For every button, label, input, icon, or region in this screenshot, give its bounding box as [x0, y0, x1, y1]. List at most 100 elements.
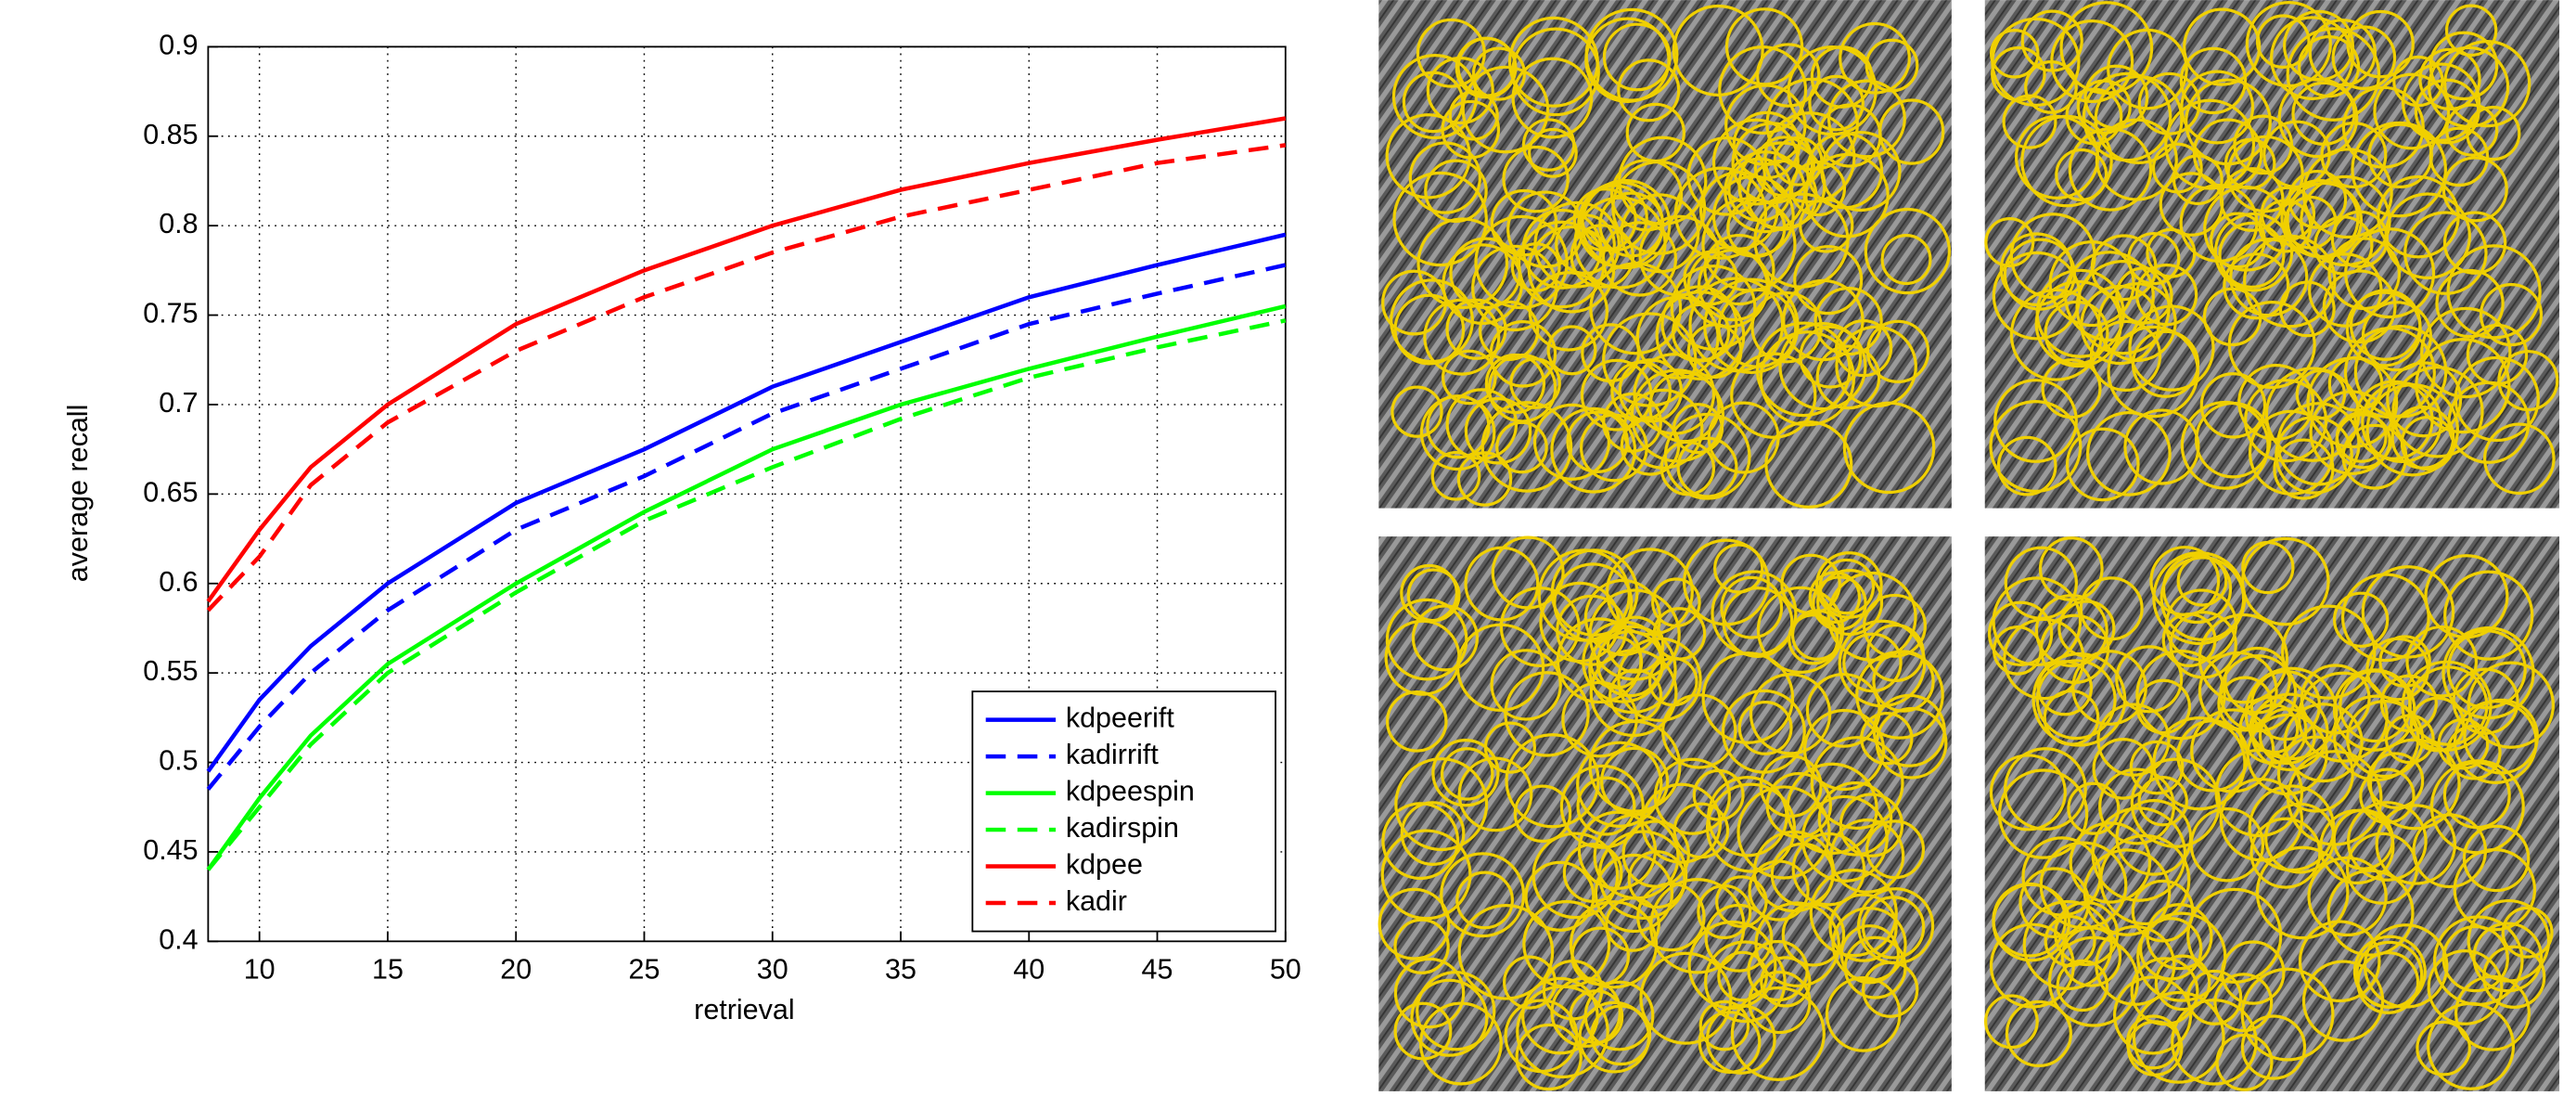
- x-tick-label: 30: [757, 954, 788, 986]
- keypoint-circle: [2277, 77, 2359, 159]
- keypoint-circle: [2472, 922, 2544, 993]
- keypoint-circle: [2096, 282, 2177, 363]
- keypoint-circle: [2260, 186, 2316, 242]
- keypoint-circle: [2454, 974, 2531, 1051]
- keypoint-circle: [1589, 649, 1678, 738]
- keypoint-circle: [1455, 870, 1514, 930]
- keypoint-circle: [1502, 145, 1570, 213]
- keypoint-circle: [1987, 600, 2054, 666]
- keypoint-circle: [1559, 764, 1645, 849]
- keypoint-circle: [1391, 385, 1443, 438]
- keypoint-circle: [2351, 121, 2448, 218]
- keypoint-circle: [2297, 671, 2389, 763]
- keypoint-circle: [1495, 420, 1548, 474]
- keypoint-circle: [2240, 967, 2335, 1062]
- keypoint-circle: [2447, 380, 2531, 464]
- keypoint-circle: [1440, 852, 1526, 938]
- keypoint-circle: [2249, 817, 2322, 889]
- keypoint-circle: [2210, 212, 2266, 269]
- keypoint-circle: [1997, 768, 2089, 859]
- keypoint-circle: [1756, 586, 1845, 675]
- keypoint-circle: [2082, 71, 2172, 162]
- keypoint-circle: [2123, 408, 2200, 485]
- keypoint-circle: [2420, 306, 2512, 399]
- keypoint-circle: [2332, 591, 2390, 648]
- keypoint-circle: [2373, 72, 2451, 150]
- keypoint-circle: [1581, 323, 1641, 383]
- x-tick-label: 10: [244, 954, 276, 986]
- keypoint-circle: [2199, 372, 2267, 439]
- keypoint-circle: [2221, 940, 2286, 1005]
- keypoint-circle: [1705, 782, 1797, 873]
- keypoint-circle: [1532, 403, 1611, 481]
- keypoint-circle: [2275, 416, 2353, 495]
- y-tick-label: 0.55: [143, 655, 198, 687]
- keypoint-circle: [1511, 27, 1600, 117]
- keypoint-circle: [2403, 211, 2488, 295]
- keypoint-circle: [2083, 64, 2149, 130]
- keypoint-circle: [1385, 113, 1471, 200]
- y-tick-label: 0.75: [143, 298, 198, 329]
- keypoint-circle: [2202, 287, 2262, 347]
- keypoint-circle: [2044, 915, 2096, 968]
- keypoint-circle: [1864, 207, 1952, 295]
- keypoint-circle: [1720, 575, 1784, 639]
- keypoint-circle: [1588, 625, 1677, 715]
- keypoint-circle: [2365, 382, 2459, 477]
- keypoint-circle: [1713, 543, 1764, 594]
- keypoint-circle: [2218, 221, 2286, 289]
- keypoint-circle: [1464, 546, 1540, 622]
- keypoint-circle: [2246, 713, 2328, 796]
- keypoint-circle: [2367, 122, 2433, 189]
- keypoint-circle: [1765, 771, 1832, 839]
- keypoint-circle: [1861, 896, 1926, 960]
- keypoint-circle: [1546, 325, 1597, 376]
- keypoint-circle: [1620, 416, 1681, 476]
- keypoint-circle: [1722, 587, 1794, 658]
- keypoint-circle: [2219, 167, 2285, 232]
- keypoint-circle: [2065, 427, 2140, 502]
- keypoint-circle: [1410, 978, 1489, 1057]
- keypoint-circle: [2183, 7, 2262, 86]
- keypoint-circle: [1763, 111, 1856, 204]
- keypoint-circle: [1701, 651, 1795, 744]
- keypoint-circle: [1440, 747, 1494, 801]
- keypoint-circle: [1799, 325, 1863, 389]
- keypoint-circle: [1504, 999, 1579, 1074]
- keypoint-circle: [1602, 22, 1672, 92]
- keypoint-circle: [1378, 887, 1451, 961]
- keypoint-circle: [2240, 1014, 2307, 1080]
- keypoint-circle: [1755, 43, 1821, 108]
- keypoint-circle: [2349, 289, 2422, 361]
- keypoint-circle: [1515, 1023, 1583, 1091]
- y-tick-label: 0.7: [159, 387, 198, 419]
- keypoint-circle: [2003, 238, 2076, 311]
- keypoint-circle: [2332, 668, 2416, 752]
- keypoint-circle: [1572, 187, 1637, 252]
- keypoint-circle: [2161, 553, 2233, 625]
- keypoint-circle: [1759, 330, 1856, 427]
- keypoint-circle: [2401, 62, 2481, 142]
- keypoint-circle: [1672, 403, 1724, 455]
- keypoint-circle: [1672, 4, 1764, 97]
- keypoint-circle: [1747, 939, 1809, 1002]
- y-tick-label: 0.8: [159, 208, 198, 239]
- keypoint-circle: [1524, 860, 1596, 932]
- keypoint-circle: [1385, 598, 1468, 681]
- keypoint-circle: [1754, 901, 1840, 987]
- keypoint-circle: [2363, 923, 2449, 1009]
- keypoint-circle: [1996, 435, 2057, 496]
- keypoint-circle: [2132, 990, 2225, 1084]
- keypoint-circle: [2067, 781, 2121, 835]
- keypoint-circle: [1737, 700, 1793, 755]
- keypoint-circle: [1380, 829, 1472, 921]
- keypoint-circle: [1393, 957, 1466, 1029]
- keypoint-circle: [1686, 323, 1743, 380]
- keypoint-circle: [2137, 71, 2201, 135]
- keypoint-circle: [2185, 78, 2272, 166]
- keypoint-circle: [2466, 105, 2521, 161]
- keypoint-circle: [1416, 217, 1509, 310]
- keypoint-circle: [1448, 90, 1499, 141]
- y-tick-label: 0.5: [159, 745, 198, 777]
- keypoint-circle: [1402, 71, 1465, 134]
